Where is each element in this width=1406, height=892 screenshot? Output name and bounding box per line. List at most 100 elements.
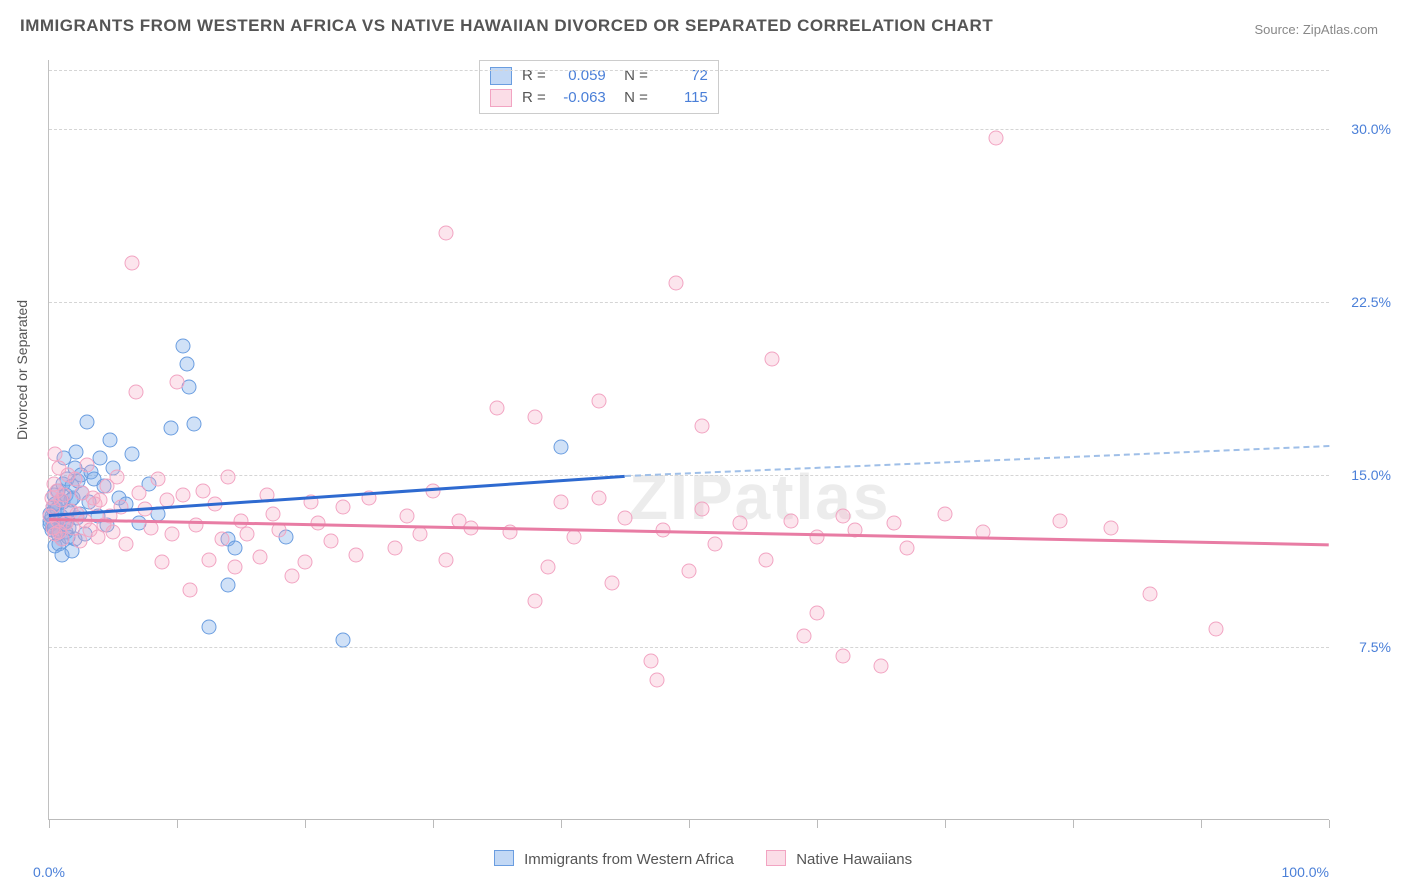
scatter-point-pink bbox=[835, 509, 850, 524]
x-tick bbox=[433, 820, 434, 828]
scatter-point-pink bbox=[1142, 587, 1157, 602]
series-legend: Immigrants from Western Africa Native Ha… bbox=[0, 850, 1406, 868]
x-tick bbox=[177, 820, 178, 828]
scatter-point-pink bbox=[413, 527, 428, 542]
x-tick bbox=[1073, 820, 1074, 828]
scatter-point-pink bbox=[57, 488, 72, 503]
scatter-point-pink bbox=[106, 525, 121, 540]
y-axis-label: Divorced or Separated bbox=[14, 300, 30, 440]
scatter-point-pink bbox=[682, 564, 697, 579]
stats-legend: R = 0.059 N = 72 R = -0.063 N = 115 bbox=[479, 60, 719, 114]
scatter-point-pink bbox=[650, 672, 665, 687]
scatter-point-pink bbox=[886, 515, 901, 530]
scatter-point-blue bbox=[227, 541, 242, 556]
scatter-point-pink bbox=[54, 532, 69, 547]
scatter-point-pink bbox=[758, 552, 773, 567]
r-label: R = bbox=[522, 65, 546, 87]
x-tick bbox=[817, 820, 818, 828]
scatter-point-blue bbox=[103, 433, 118, 448]
scatter-point-pink bbox=[438, 552, 453, 567]
scatter-point-pink bbox=[1104, 520, 1119, 535]
scatter-point-pink bbox=[234, 513, 249, 528]
scatter-point-pink bbox=[240, 527, 255, 542]
scatter-point-pink bbox=[176, 488, 191, 503]
scatter-point-pink bbox=[810, 605, 825, 620]
scatter-point-pink bbox=[285, 568, 300, 583]
scatter-point-blue bbox=[180, 357, 195, 372]
scatter-point-pink bbox=[227, 559, 242, 574]
scatter-point-pink bbox=[618, 511, 633, 526]
scatter-point-pink bbox=[387, 541, 402, 556]
scatter-point-pink bbox=[989, 131, 1004, 146]
scatter-point-pink bbox=[733, 515, 748, 530]
scatter-point-pink bbox=[109, 469, 124, 484]
scatter-point-pink bbox=[707, 536, 722, 551]
scatter-point-pink bbox=[528, 594, 543, 609]
scatter-point-pink bbox=[125, 255, 140, 270]
scatter-point-pink bbox=[938, 506, 953, 521]
scatter-point-pink bbox=[566, 529, 581, 544]
scatter-point-pink bbox=[266, 506, 281, 521]
scatter-point-pink bbox=[810, 529, 825, 544]
scatter-point-pink bbox=[93, 492, 108, 507]
scatter-point-pink bbox=[899, 541, 914, 556]
scatter-point-pink bbox=[131, 485, 146, 500]
scatter-point-pink bbox=[554, 495, 569, 510]
scatter-point-pink bbox=[694, 419, 709, 434]
scatter-point-pink bbox=[784, 513, 799, 528]
y-tick-label: 15.0% bbox=[1351, 467, 1391, 483]
scatter-point-pink bbox=[1053, 513, 1068, 528]
x-tick bbox=[305, 820, 306, 828]
legend-row-pink: R = -0.063 N = 115 bbox=[490, 87, 708, 109]
scatter-point-pink bbox=[182, 582, 197, 597]
scatter-point-pink bbox=[164, 527, 179, 542]
plot-area: ZIPatlas R = 0.059 N = 72 R = -0.063 N =… bbox=[48, 60, 1329, 820]
scatter-point-pink bbox=[67, 472, 82, 487]
scatter-point-pink bbox=[1209, 621, 1224, 636]
gridline bbox=[49, 647, 1329, 648]
scatter-point-pink bbox=[336, 499, 351, 514]
x-tick bbox=[1329, 820, 1330, 828]
scatter-point-pink bbox=[528, 409, 543, 424]
scatter-point-blue bbox=[80, 414, 95, 429]
n-pink: 115 bbox=[654, 87, 708, 109]
scatter-point-blue bbox=[336, 633, 351, 648]
scatter-point-blue bbox=[68, 444, 83, 459]
scatter-point-blue bbox=[186, 416, 201, 431]
gridline bbox=[49, 129, 1329, 130]
scatter-point-pink bbox=[643, 654, 658, 669]
scatter-point-pink bbox=[541, 559, 556, 574]
x-tick bbox=[689, 820, 690, 828]
scatter-point-blue bbox=[202, 619, 217, 634]
x-tick bbox=[945, 820, 946, 828]
swatch-pink bbox=[490, 89, 512, 107]
scatter-point-pink bbox=[592, 490, 607, 505]
scatter-point-pink bbox=[113, 499, 128, 514]
x-tick bbox=[1201, 820, 1202, 828]
n-blue: 72 bbox=[654, 65, 708, 87]
scatter-point-pink bbox=[323, 534, 338, 549]
scatter-point-blue bbox=[221, 578, 236, 593]
scatter-point-pink bbox=[835, 649, 850, 664]
scatter-point-pink bbox=[349, 548, 364, 563]
scatter-point-blue bbox=[125, 446, 140, 461]
gridline bbox=[49, 302, 1329, 303]
legend-swatch-blue bbox=[494, 850, 514, 866]
legend-label-pink: Native Hawaiians bbox=[796, 851, 912, 868]
x-tick bbox=[49, 820, 50, 828]
scatter-point-blue bbox=[554, 439, 569, 454]
chart-title: IMMIGRANTS FROM WESTERN AFRICA VS NATIVE… bbox=[20, 16, 993, 36]
scatter-point-pink bbox=[154, 555, 169, 570]
scatter-point-pink bbox=[797, 628, 812, 643]
scatter-point-pink bbox=[694, 502, 709, 517]
scatter-point-pink bbox=[669, 276, 684, 291]
scatter-point-pink bbox=[118, 536, 133, 551]
source-label: Source: ZipAtlas.com bbox=[1254, 22, 1378, 37]
scatter-point-pink bbox=[195, 483, 210, 498]
scatter-point-pink bbox=[80, 458, 95, 473]
scatter-point-pink bbox=[202, 552, 217, 567]
x-tick bbox=[561, 820, 562, 828]
y-tick-label: 22.5% bbox=[1351, 294, 1391, 310]
scatter-point-pink bbox=[298, 555, 313, 570]
scatter-point-pink bbox=[765, 352, 780, 367]
